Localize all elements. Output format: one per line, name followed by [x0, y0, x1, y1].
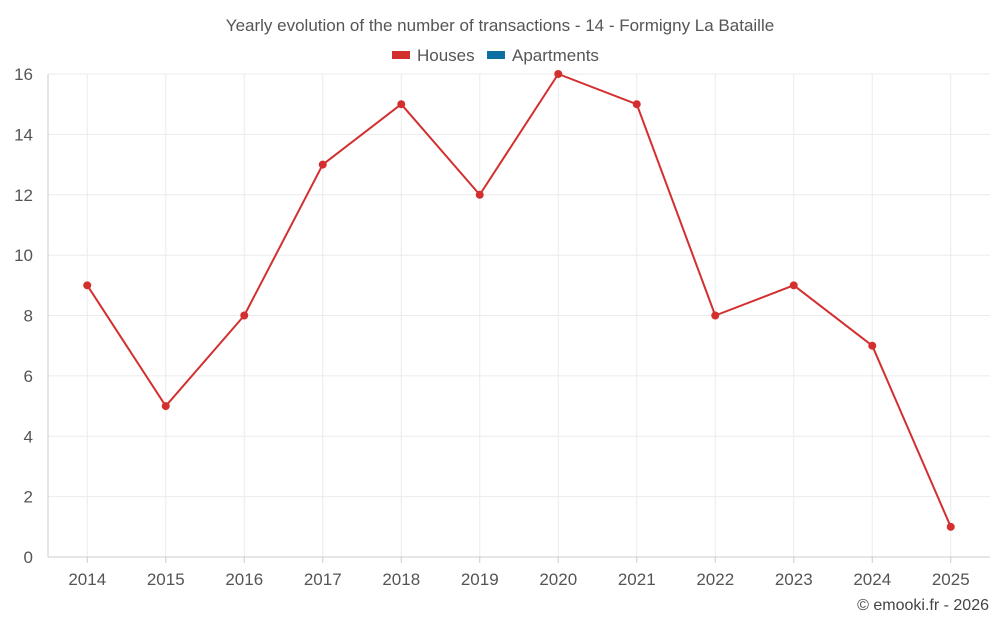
data-point-houses-2019[interactable] [475, 190, 484, 199]
y-tick-label: 4 [24, 427, 33, 446]
data-point-houses-2021[interactable] [632, 100, 641, 109]
y-tick-label: 10 [14, 246, 33, 265]
legend-swatch-apartments [487, 51, 505, 59]
grid [48, 73, 990, 557]
x-tick-label: 2015 [147, 570, 185, 589]
y-tick-label: 2 [24, 488, 33, 507]
axes: 0 2 4 6 8 10 12 14 16 2014 2015 2016 2017 2018 2019 202… [14, 65, 990, 589]
data-point-houses-2014[interactable] [83, 281, 92, 290]
y-tick-label: 12 [14, 186, 33, 205]
x-tick-label: 2022 [696, 570, 734, 589]
credit-text: © emooki.fr - 2026 [857, 597, 989, 614]
legend-swatch-houses [392, 51, 410, 59]
x-tick-label: 2016 [225, 570, 263, 589]
y-tick-label: 6 [24, 367, 33, 386]
x-tick-label: 2018 [382, 570, 420, 589]
data-point-houses-2018[interactable] [397, 100, 406, 109]
data-point-houses-2015[interactable] [161, 402, 170, 411]
y-tick-label: 8 [24, 307, 33, 326]
x-tick-label: 2014 [68, 570, 106, 589]
x-tick-label: 2025 [932, 570, 970, 589]
legend-label-houses: Houses [417, 46, 475, 65]
legend-item-houses[interactable]: Houses [392, 46, 475, 65]
legend: Houses Apartments [392, 46, 599, 65]
x-tick-label: 2019 [461, 570, 499, 589]
data-point-houses-2023[interactable] [789, 281, 798, 290]
data-point-houses-2024[interactable] [868, 341, 877, 350]
y-tick-label: 0 [24, 548, 33, 567]
data-point-houses-2025[interactable] [946, 522, 955, 531]
series-line-houses [86, 73, 952, 528]
data-point-houses-2022[interactable] [711, 311, 720, 320]
x-tick-label: 2021 [618, 570, 656, 589]
data-point-houses-2016[interactable] [240, 311, 249, 320]
y-tick-label: 16 [14, 65, 33, 84]
y-tick-label: 14 [14, 125, 33, 144]
x-tick-label: 2024 [853, 570, 891, 589]
x-tick-label: 2020 [539, 570, 577, 589]
legend-item-apartments[interactable]: Apartments [487, 46, 599, 65]
x-tick-label: 2017 [304, 570, 342, 589]
data-point-houses-2017[interactable] [318, 160, 327, 169]
chart-title: Yearly evolution of the number of transa… [226, 16, 774, 35]
series-houses [83, 70, 955, 531]
x-tick-label: 2023 [775, 570, 813, 589]
data-point-houses-2020[interactable] [554, 70, 563, 78]
legend-label-apartments: Apartments [512, 46, 599, 65]
